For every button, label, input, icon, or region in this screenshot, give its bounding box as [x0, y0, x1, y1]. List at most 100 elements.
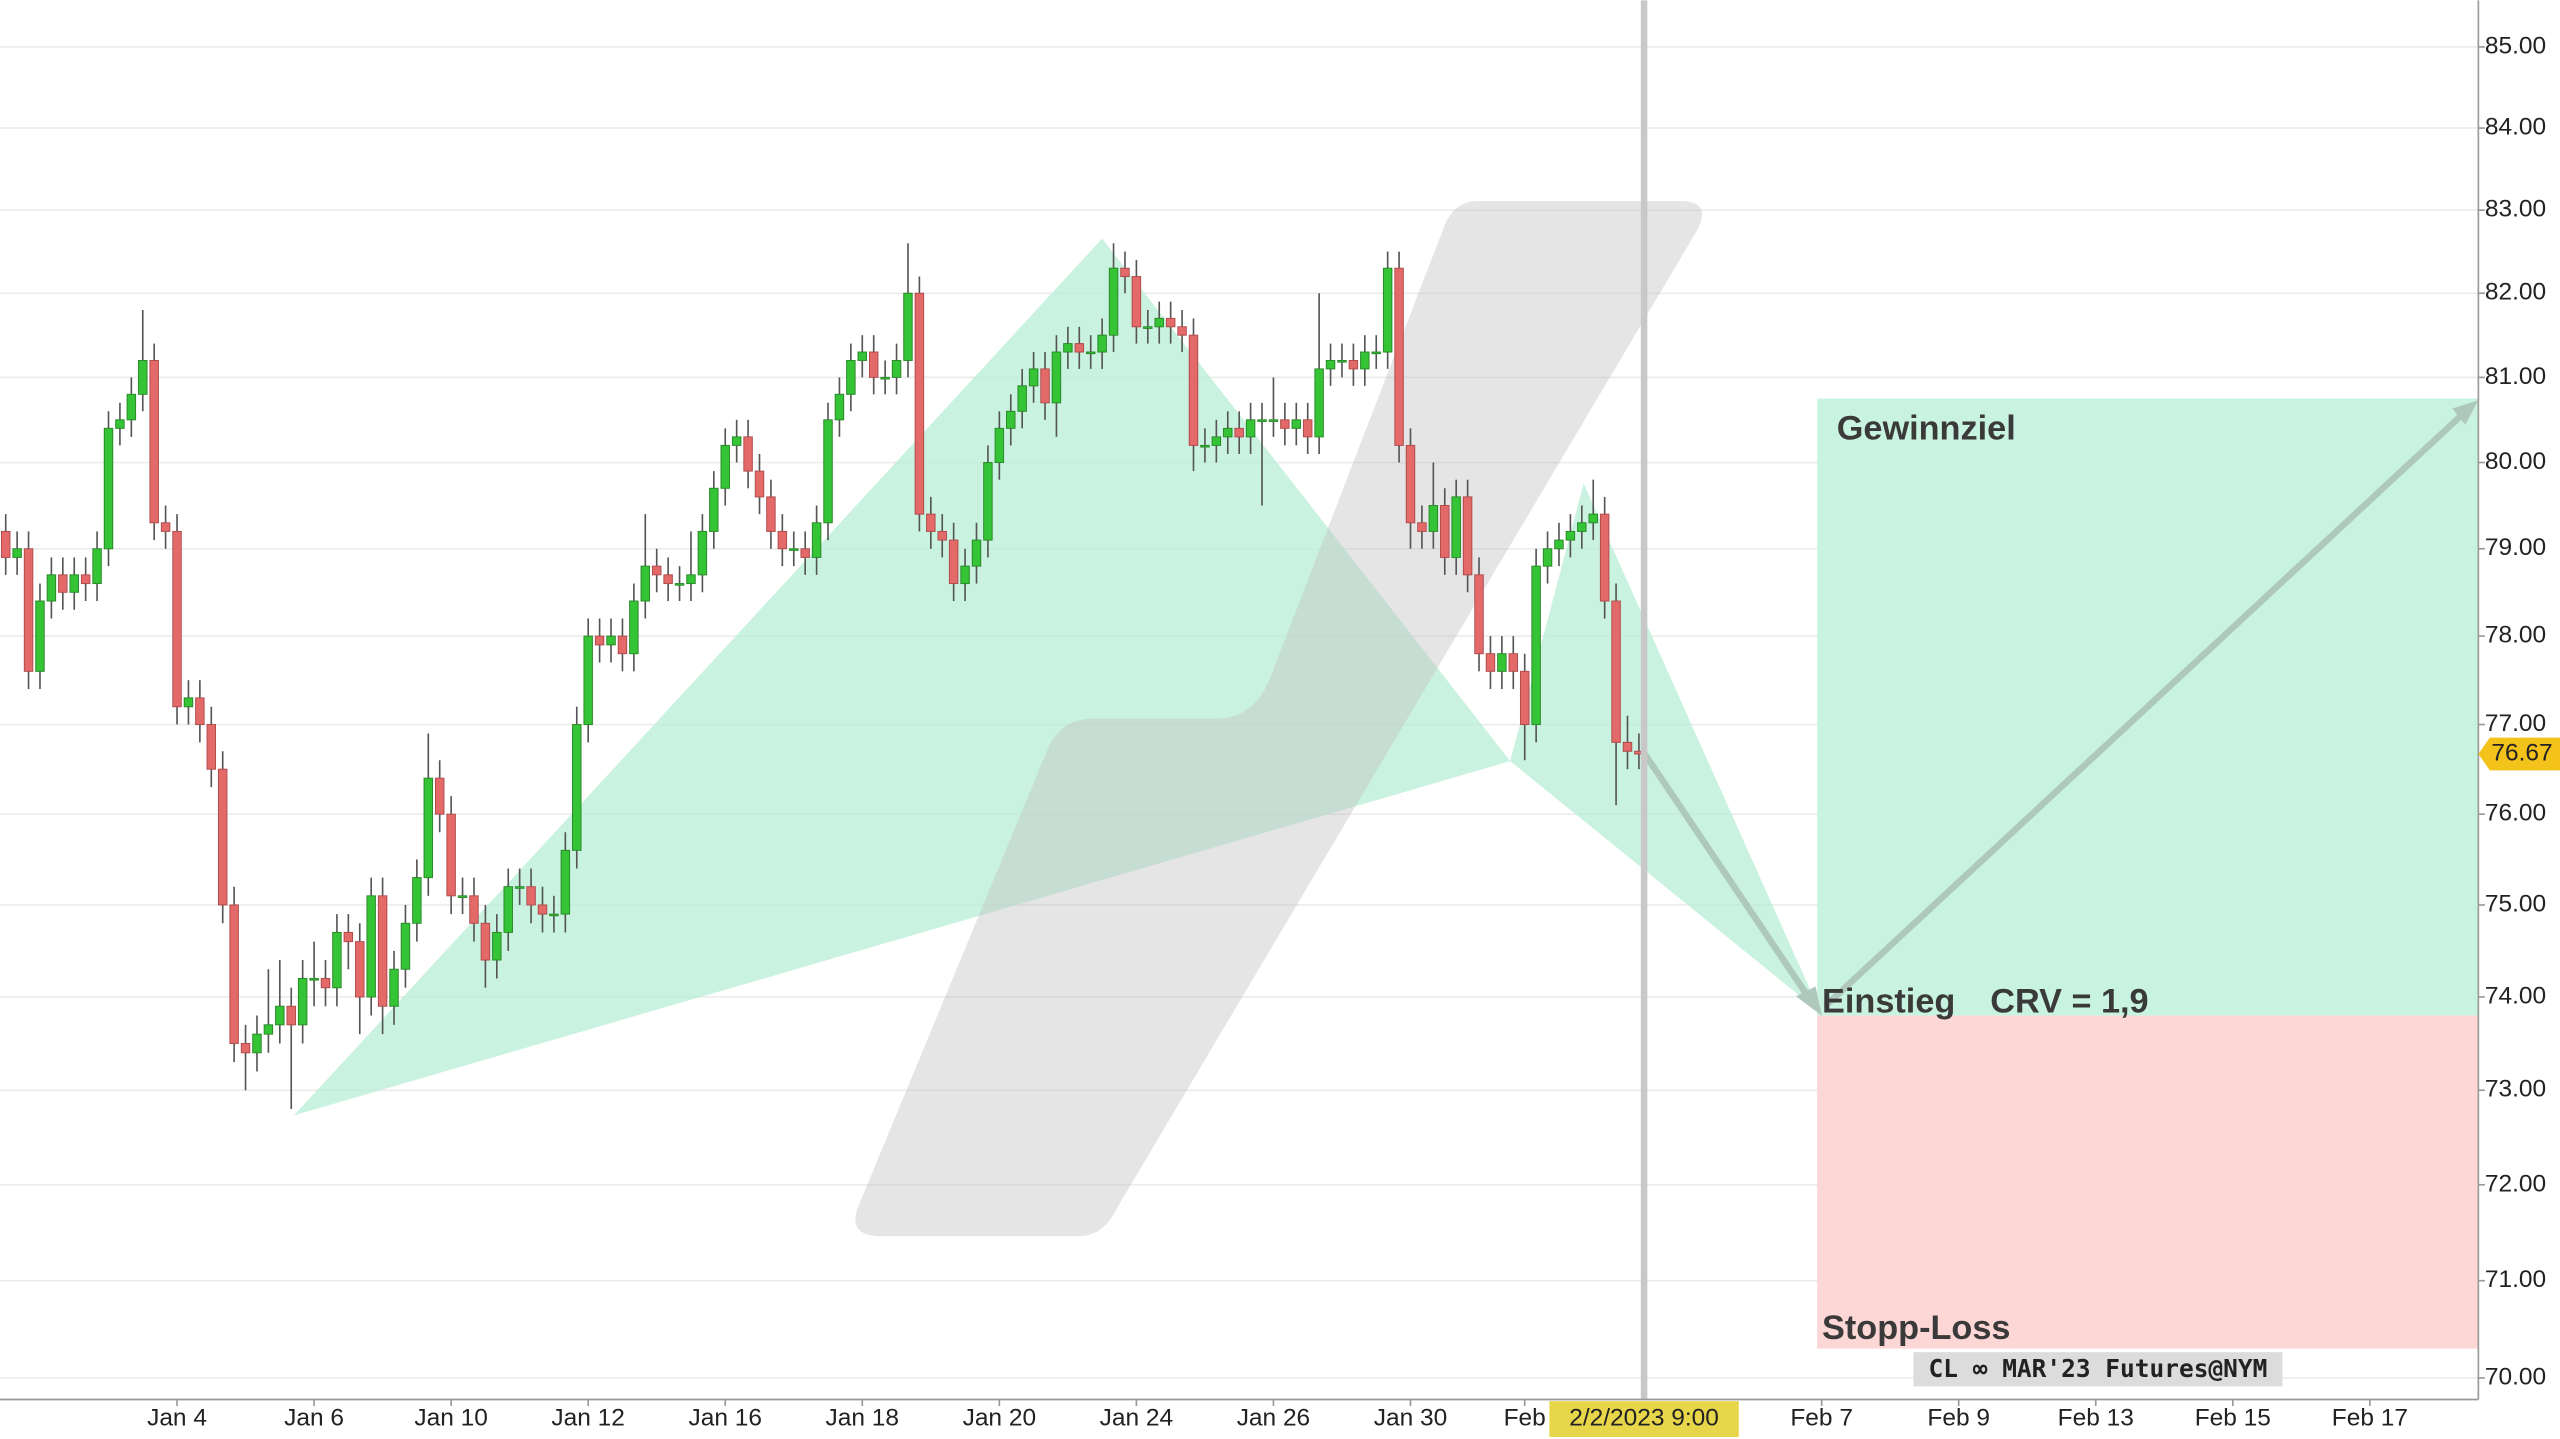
candle-body	[1040, 368, 1050, 404]
y-tick-label: 82.00	[2485, 279, 2546, 306]
candle-body	[1371, 351, 1381, 355]
candle-body	[1360, 351, 1370, 370]
arrow-head	[1795, 986, 1823, 1016]
candle-body	[766, 496, 776, 532]
candle-body	[526, 886, 536, 906]
candle-body	[1565, 530, 1576, 541]
candle-body	[0, 530, 11, 558]
candle-body	[823, 419, 833, 524]
candle-body	[1588, 513, 1598, 524]
last-price-label: 76.67	[2491, 739, 2552, 766]
candle-body	[1440, 505, 1450, 558]
candle-body	[58, 574, 68, 593]
candle-body	[1462, 496, 1473, 576]
candle-body	[834, 393, 845, 421]
candle-body	[1143, 326, 1153, 329]
y-tick-label: 76.00	[2485, 800, 2546, 827]
candle-body	[46, 574, 57, 602]
candle-body	[503, 886, 513, 933]
candle-body	[994, 427, 1005, 464]
pattern-triangle	[293, 238, 1511, 1116]
candle-body	[1428, 505, 1439, 532]
candle-body	[1508, 653, 1519, 672]
candle-body	[103, 427, 114, 550]
candle-body	[583, 635, 593, 726]
y-tick-label: 78.00	[2485, 622, 2546, 649]
candle-body	[469, 895, 479, 924]
candle-body	[1177, 326, 1187, 336]
x-tick-label: Feb 7	[1790, 1405, 1853, 1432]
candle-body	[1314, 368, 1324, 438]
candle-body	[560, 849, 571, 915]
candle-body	[229, 904, 239, 1044]
candle-body	[1531, 565, 1541, 726]
candle-body	[309, 977, 319, 981]
candle-body	[686, 574, 696, 585]
candle-body	[23, 548, 34, 672]
candle-body	[1405, 444, 1416, 524]
y-tick-label: 70.00	[2485, 1363, 2546, 1390]
candle-body	[126, 393, 137, 421]
candle-body	[492, 931, 502, 961]
arrow	[1641, 751, 1815, 1005]
stop-label: Stopp-Loss	[1822, 1309, 2010, 1347]
x-tick-label: Jan 20	[963, 1405, 1036, 1432]
candle-body	[1063, 343, 1073, 353]
candle-body	[846, 359, 856, 395]
candle-body	[1108, 267, 1119, 336]
candle-body	[800, 548, 810, 558]
candle-body	[240, 1042, 251, 1054]
candle-body	[115, 419, 125, 429]
candle-body	[1577, 522, 1587, 532]
candle-body	[206, 724, 217, 770]
candle-body	[1325, 359, 1336, 370]
candle-body	[709, 487, 719, 532]
candle-body	[1257, 419, 1267, 422]
candle-body	[1337, 359, 1347, 363]
y-tick-label: 74.00	[2485, 982, 2546, 1009]
candle-body	[286, 1005, 296, 1026]
candle-body	[69, 574, 79, 593]
candle-body	[1622, 741, 1633, 752]
candle-body	[537, 904, 548, 915]
candle-body	[948, 539, 959, 585]
candle-body	[332, 931, 342, 989]
candle-body	[1291, 419, 1302, 429]
candle-body	[1165, 317, 1176, 328]
x-tick-label: Feb 15	[2195, 1405, 2271, 1432]
y-tick-label: 71.00	[2485, 1266, 2546, 1293]
x-tick-label: Jan 30	[1374, 1405, 1447, 1432]
candle-body	[857, 351, 868, 361]
candle-body	[983, 462, 993, 541]
x-tick-label: Jan 10	[414, 1405, 487, 1432]
candle-body	[1394, 267, 1404, 446]
candle-body	[1188, 334, 1199, 446]
candle-body	[1154, 317, 1164, 328]
candle-body	[514, 886, 525, 889]
candle-body	[149, 359, 159, 524]
entry-label: Einstieg	[1822, 982, 1955, 1020]
arrow	[1823, 409, 2468, 1009]
instrument-label: CL ∞ MAR'23 Futures@NYM	[1929, 1354, 2268, 1383]
candle-body	[651, 565, 662, 576]
candle-body	[457, 895, 468, 898]
candle-body	[606, 635, 616, 646]
candle-body	[1051, 351, 1062, 404]
candle-body	[937, 530, 947, 541]
x-tick-label: Feb 13	[2058, 1405, 2134, 1432]
y-tick-label: 81.00	[2485, 363, 2546, 390]
candle-body	[1382, 267, 1393, 353]
candle-body	[777, 530, 788, 550]
candle-body	[789, 548, 799, 551]
y-tick-label: 77.00	[2485, 710, 2546, 737]
y-tick-label: 72.00	[2485, 1170, 2546, 1197]
candle-body	[195, 697, 205, 726]
candle-body	[1302, 419, 1313, 438]
x-tick-label: Jan 6	[284, 1405, 344, 1432]
y-tick-label: 85.00	[2485, 32, 2546, 59]
candle-body	[446, 813, 456, 897]
candle-body	[743, 436, 753, 472]
candle-body	[1497, 653, 1507, 672]
candle-body	[617, 635, 628, 655]
candle-body	[629, 600, 639, 655]
